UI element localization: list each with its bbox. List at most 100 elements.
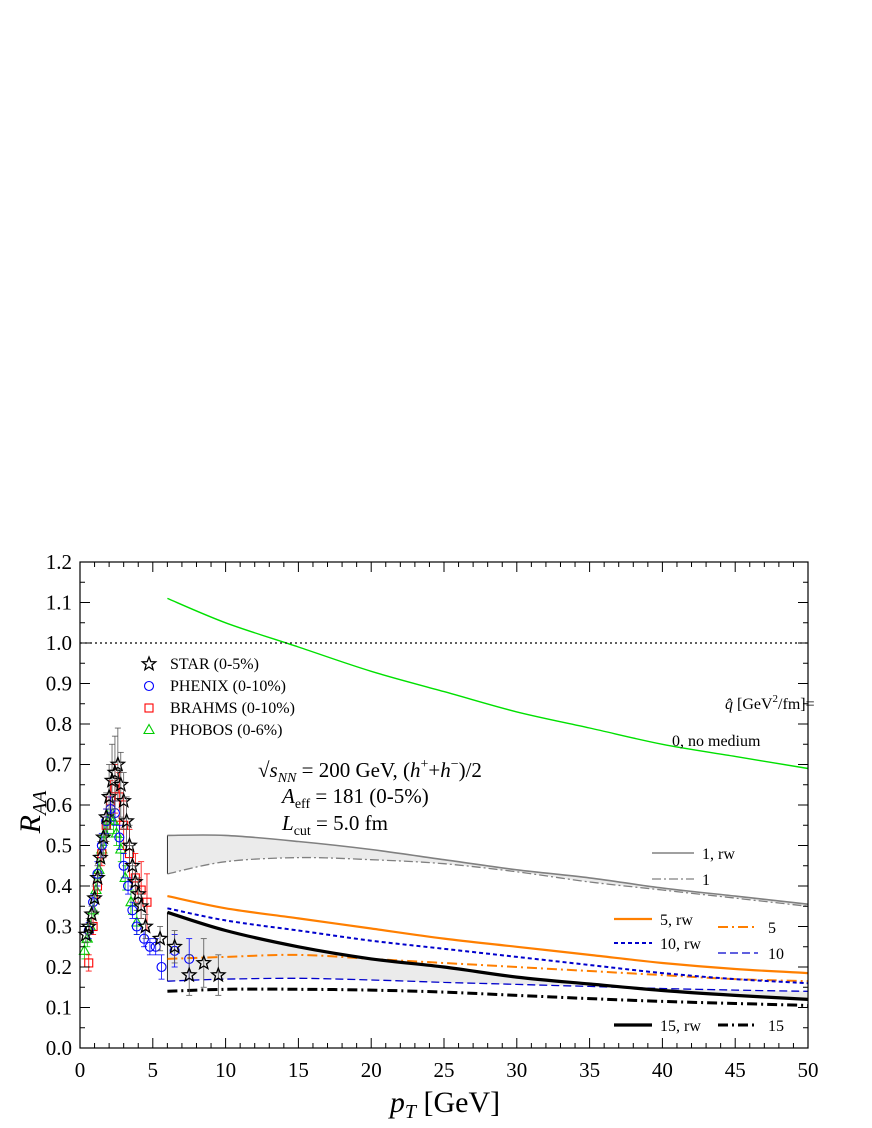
- star-marker: [109, 755, 127, 772]
- x-tick-label: 5: [148, 1058, 159, 1082]
- curve-15: [167, 987, 809, 1007]
- data-points: [77, 727, 227, 996]
- band-15-rw: [167, 912, 808, 1000]
- y-tick-label: 0.5: [46, 834, 72, 858]
- curve-legend-item: 10: [718, 946, 784, 963]
- star-marker: [151, 929, 169, 946]
- star-marker: [100, 788, 118, 805]
- circle-marker: [156, 961, 167, 973]
- star-marker: [121, 836, 138, 853]
- x-tick-label: 40: [652, 1058, 673, 1082]
- tick-labels: 0 5 10 15 20 25 30 35 40 45 500.00.10.20.30.40.50.…: [46, 550, 819, 1082]
- legend-item: BRAHMS (0-10%): [144, 700, 295, 717]
- annotation-block: √sNN = 200 GeV, (h++h−)/2 Aeff = 181 (0-…: [258, 693, 815, 839]
- curve-legend-item: 5: [718, 920, 776, 937]
- curve-legend-label: 1: [702, 872, 710, 889]
- legend-label: PHOBOS (0-6%): [170, 722, 282, 739]
- triangle-marker: [119, 871, 132, 882]
- curve-legend-label: 15: [768, 1018, 784, 1035]
- curve-legend-item: 15, rw: [614, 1018, 701, 1035]
- y-tick-label: 0.2: [46, 955, 72, 979]
- curve-legend-label: 5, rw: [660, 912, 693, 929]
- curve-0-no-medium: [167, 597, 809, 770]
- star-marker: [115, 792, 132, 809]
- annotation-no-medium: 0, no medium: [672, 733, 761, 750]
- star-marker: [77, 925, 95, 942]
- legend-label: STAR (0-5%): [170, 656, 259, 673]
- curve-legend-item: 15: [718, 1018, 784, 1035]
- star-marker: [129, 885, 147, 902]
- y-tick-label: 0.0: [46, 1036, 72, 1060]
- y-tick-label: 1.2: [46, 550, 72, 574]
- x-tick-label: 10: [215, 1058, 236, 1082]
- x-axis-title: pT [GeV]: [388, 1086, 500, 1123]
- band-1-rw: [167, 834, 808, 907]
- axis-ticks: [79, 561, 809, 1049]
- curve-legend-item: 5, rw: [614, 912, 693, 929]
- model-curves: [166, 597, 809, 1007]
- curve-legend-label: 1, rw: [702, 846, 735, 863]
- series-star: [77, 727, 227, 996]
- curve-legend-label: 10, rw: [660, 936, 701, 953]
- y-tick-label: 0.8: [46, 712, 72, 736]
- star-marker: [94, 828, 112, 845]
- triangle-marker: [78, 944, 91, 955]
- x-tick-label: 50: [798, 1058, 819, 1082]
- y-tick-label: 0.6: [46, 793, 72, 817]
- star-marker: [137, 917, 154, 934]
- curve-1-rw: [167, 834, 809, 905]
- y-tick-label: 0.7: [46, 753, 72, 777]
- curve-legend-label: 5: [768, 920, 776, 937]
- star-marker: [195, 954, 213, 971]
- star-marker: [106, 763, 124, 780]
- star-marker: [86, 889, 103, 906]
- star-marker: [83, 905, 100, 922]
- curve-10: [167, 977, 809, 992]
- triangle-marker: [143, 723, 155, 735]
- curve-legend-item: 1: [652, 872, 710, 889]
- y-tick-label: 0.1: [46, 996, 72, 1020]
- curve-legend-item: 1, rw: [652, 846, 735, 863]
- star-marker: [140, 655, 158, 672]
- x-tick-label: 35: [579, 1058, 600, 1082]
- star-marker: [112, 776, 130, 792]
- circle-marker: [143, 680, 155, 692]
- annotation-qhat: q̂ [GeV2/fm]=: [725, 693, 815, 713]
- annotation-lcut: Lcut = 5.0 fm: [281, 811, 388, 839]
- curve-legend-label: 15, rw: [660, 1018, 701, 1035]
- legend: STAR (0-5%) PHENIX (0-10%) BRAHMS (0-10%) P…: [140, 655, 295, 739]
- star-marker: [180, 966, 198, 983]
- curve-legend-item: 10, rw: [614, 936, 701, 953]
- y-tick-label: 0.4: [46, 874, 73, 898]
- legend-item: STAR (0-5%): [140, 655, 259, 673]
- star-marker: [127, 873, 144, 890]
- star-marker: [132, 897, 150, 914]
- y-tick-label: 1.1: [46, 591, 72, 615]
- x-tick-label: 25: [434, 1058, 455, 1082]
- y-tick-label: 0.3: [46, 915, 72, 939]
- annotation-aeff: Aeff = 181 (0-5%): [280, 784, 429, 812]
- curve-1: [167, 856, 809, 907]
- curve-5: [167, 953, 809, 983]
- star-marker: [209, 966, 227, 983]
- star-marker: [118, 812, 135, 829]
- uncertainty-bands: [166, 834, 808, 1000]
- legend-item: PHOBOS (0-6%): [143, 722, 282, 739]
- curve-5-rw: [167, 895, 809, 975]
- circle-marker: [114, 832, 125, 843]
- curve-legend-label: 10: [768, 946, 784, 963]
- star-marker: [89, 869, 106, 886]
- circle-marker: [144, 941, 155, 952]
- star-marker: [97, 808, 115, 825]
- star-marker: [124, 857, 141, 873]
- y-tick-label: 1.0: [46, 631, 72, 655]
- x-tick-label: 0: [75, 1058, 86, 1082]
- x-tick-label: 45: [725, 1058, 746, 1082]
- legend-label: BRAHMS (0-10%): [170, 700, 295, 717]
- x-tick-label: 30: [506, 1058, 527, 1082]
- legend-label: PHENIX (0-10%): [170, 678, 286, 695]
- star-marker: [92, 848, 109, 865]
- y-tick-label: 0.9: [46, 672, 72, 696]
